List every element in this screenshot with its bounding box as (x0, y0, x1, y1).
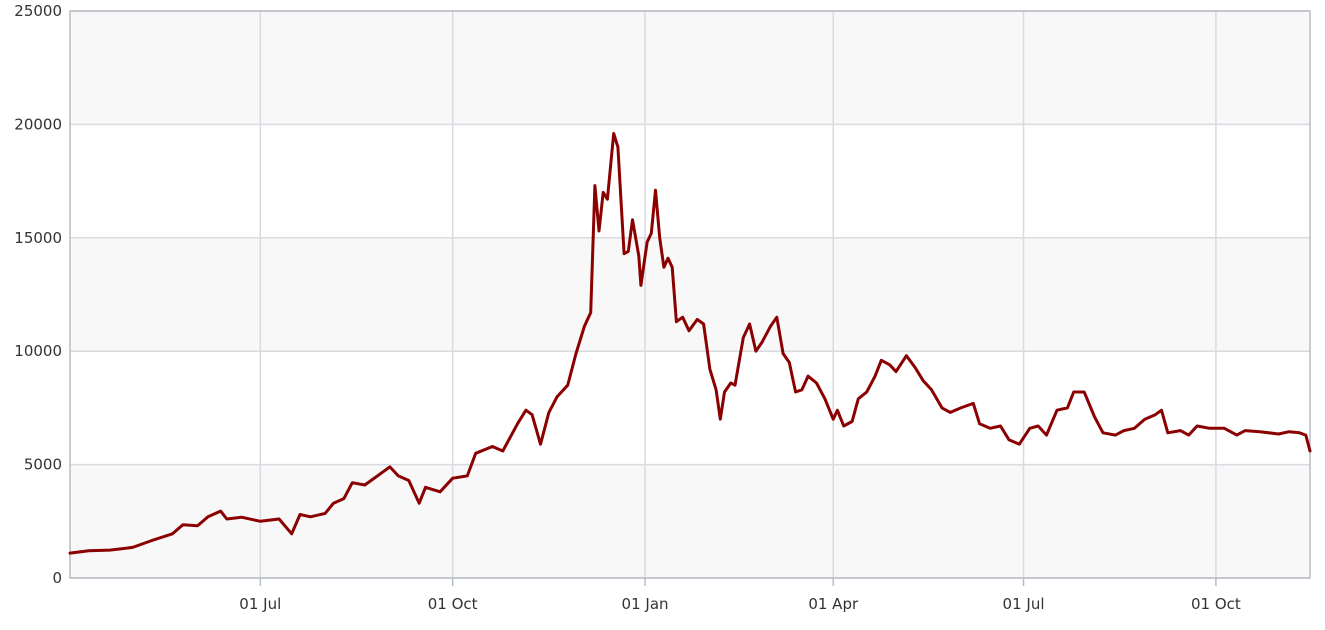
y-axis-tick-labels: 0 5000 10000 15000 20000 25000 (14, 2, 62, 587)
plot-band (70, 11, 1310, 125)
price-series-line (68, 132, 1312, 555)
plot-background-bands (70, 11, 1310, 578)
plot-border (69, 10, 1311, 579)
y-tick-label: 10000 (14, 342, 62, 360)
x-tick-label: 01 Jul (1003, 595, 1045, 613)
x-tick-label: 01 Oct (1191, 595, 1241, 613)
x-tick-label: 01 Jul (239, 595, 281, 613)
x-tick-label: 01 Jan (622, 595, 669, 613)
y-tick-label: 20000 (14, 115, 62, 133)
series-layer (68, 132, 1312, 555)
x-gridlines (259, 11, 1217, 578)
y-tick-label: 5000 (24, 456, 62, 474)
plot-band (70, 464, 1310, 578)
y-tick-label: 0 (52, 569, 62, 587)
plot-band (70, 351, 1310, 465)
plot-band (70, 124, 1310, 238)
y-tick-label: 25000 (14, 2, 62, 20)
x-axis-tick-labels: 01 Jul 01 Oct 01 Jan 01 Apr 01 Jul 01 Oct (239, 595, 1241, 613)
x-tick-label: 01 Apr (808, 595, 859, 613)
x-axis-tick-marks (259, 578, 1217, 586)
plot-band (70, 237, 1310, 352)
x-tick-label: 01 Oct (428, 595, 478, 613)
y-tick-label: 15000 (14, 229, 62, 247)
